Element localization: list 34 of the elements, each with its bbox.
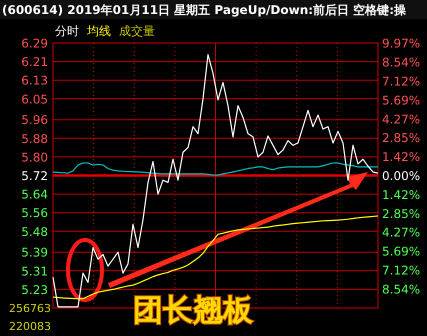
y2-tick-label: 4.27% — [382, 112, 420, 126]
y2-tick-label: 5.69% — [382, 93, 420, 108]
y2-tick-label: 8.54% — [382, 282, 420, 296]
y2-tick-label: 1.42% — [382, 188, 420, 202]
y2-tick-label: 1.42% — [382, 150, 420, 164]
y-tick-label: 5.39 — [21, 246, 48, 260]
y2-tick-label: 4.27% — [382, 226, 420, 240]
y2-tick-label: 7.12% — [382, 74, 420, 88]
y-tick-label: 5.80 — [21, 150, 48, 164]
y-tick-label: 5.64 — [21, 188, 48, 202]
text: 成交量 — [119, 24, 155, 38]
y-tick-label: 5.88 — [21, 132, 48, 146]
text: 220083 — [9, 320, 51, 333]
text: 分时 — [55, 24, 79, 38]
chart-title: (600614) 2019年01月11日 星期五 PageUp/Down:前后日 空格键:操 — [2, 3, 408, 17]
y2-tick-label: 2.85% — [382, 131, 420, 146]
y2-tick-label: 7.12% — [382, 264, 420, 278]
y2-tick-label: 9.97% — [382, 36, 420, 50]
text: 均线 — [86, 24, 111, 38]
y-tick-label: 6.29 — [21, 36, 48, 50]
y-tick-label: 5.23 — [21, 282, 48, 297]
y2-tick-label: 8.54% — [382, 56, 420, 70]
y2-tick-label: 0.00% — [382, 169, 420, 183]
y-tick-label: 5.96 — [21, 113, 48, 128]
y-tick-label: 5.31 — [21, 264, 48, 278]
y2-tick-label: 5.69% — [382, 244, 420, 259]
text: 256763 — [9, 302, 51, 315]
y-tick-label: 6.13 — [21, 74, 48, 88]
y2-tick-label: 2.85% — [382, 206, 420, 221]
y-tick-label: 6.05 — [21, 92, 48, 106]
y-tick-label: 5.48 — [21, 224, 48, 239]
y-tick-label: 5.56 — [21, 206, 48, 220]
y-tick-label: 6.21 — [21, 55, 48, 70]
y-tick-label: 5.72 — [21, 169, 48, 183]
